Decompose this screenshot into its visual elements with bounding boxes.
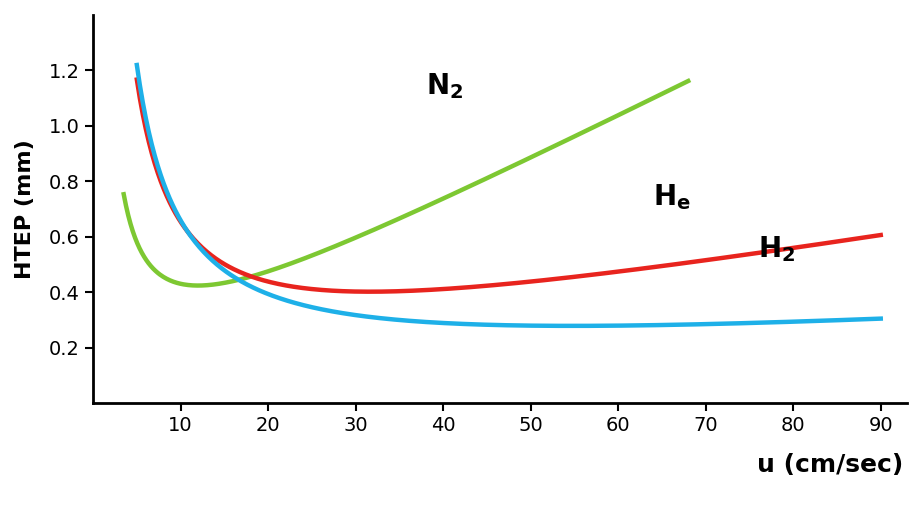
Text: $\mathbf{H_e}$: $\mathbf{H_e}$ — [653, 182, 692, 212]
Y-axis label: HTEP (mm): HTEP (mm) — [15, 139, 35, 279]
Text: $\mathbf{N_2}$: $\mathbf{N_2}$ — [426, 71, 463, 101]
Text: $\mathbf{H_2}$: $\mathbf{H_2}$ — [758, 235, 796, 264]
Text: u (cm/sec): u (cm/sec) — [757, 453, 903, 477]
